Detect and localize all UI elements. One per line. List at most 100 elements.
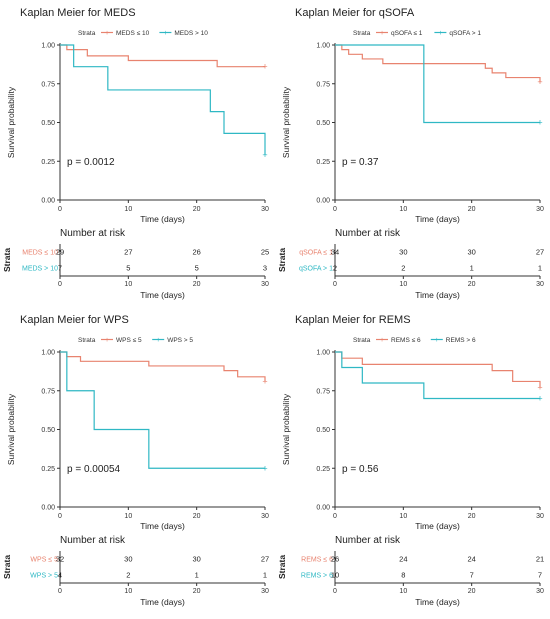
risk-row-label-1: qSOFA > 1 (299, 266, 333, 273)
risk-x-axis-label: Time (days) (140, 290, 185, 300)
risk-value: 30 (192, 555, 200, 564)
risk-value: 26 (192, 248, 200, 257)
y-tick-label: 0.25 (41, 159, 55, 166)
legend: Strata + MEDS ≤ 10 + MEDS > 10 (78, 30, 208, 37)
km-curve-1 (60, 44, 266, 156)
risk-x-axis-label: Time (days) (415, 597, 460, 607)
y-tick-label: 0.50 (41, 120, 55, 127)
legend-label-0: REMS ≤ 6 (391, 337, 421, 344)
y-tick-label: 1.00 (41, 350, 55, 357)
y-tick-label: 0.00 (316, 198, 330, 205)
y-axis-label: Survival probability (6, 393, 16, 465)
censor-mark-1: + (262, 150, 267, 160)
legend: Strata + REMS ≤ 6 + REMS > 6 (353, 337, 476, 344)
legend-label-1: MEDS > 10 (174, 30, 208, 37)
x-axis-label: Time (days) (140, 521, 185, 531)
risk-strata-label: Strata (2, 555, 12, 579)
risk-value: 7 (470, 571, 474, 580)
legend-mark-1: + (163, 30, 167, 37)
legend-title: Strata (78, 30, 96, 37)
risk-value: 10 (331, 571, 339, 580)
km-chart-meds: Kaplan Meier for MEDS Strata + MEDS ≤ 10 + ME… (2, 7, 269, 300)
risk-x-tick-label: 10 (399, 281, 407, 288)
x-tick-label: 20 (193, 206, 201, 213)
y-tick-label: 0.75 (316, 388, 330, 395)
risk-x-axis-label: Time (days) (415, 290, 460, 300)
censor-mark-0: + (537, 383, 542, 393)
y-tick-label: 0.75 (316, 81, 330, 88)
risk-table: Number at risk Strata WPS ≤ 532 30 30 27 WPS >… (2, 535, 269, 607)
risk-row-label-0: qSOFA ≤ 1 (299, 250, 333, 257)
p-value: p = 0.0012 (67, 157, 115, 168)
risk-x-tick-label: 30 (261, 588, 269, 595)
risk-value: 4 (58, 571, 62, 580)
risk-value: 5 (126, 264, 130, 273)
km-curve-1 (335, 351, 540, 400)
risk-value: 21 (536, 555, 544, 564)
risk-value: 27 (124, 248, 132, 257)
y-tick-label: 1.00 (41, 43, 55, 50)
x-tick-label: 0 (58, 513, 62, 520)
legend-title: Strata (78, 337, 96, 344)
legend-mark-0: + (380, 30, 384, 37)
risk-value: 26 (331, 555, 339, 564)
y-axis-label: Survival probability (281, 86, 291, 158)
risk-row-label-0: MEDS ≤ 10 (22, 250, 58, 257)
risk-value: 3 (263, 264, 267, 273)
y-tick-label: 0.25 (316, 466, 330, 473)
risk-value: 5 (195, 264, 199, 273)
risk-x-tick-label: 20 (468, 281, 476, 288)
y-tick-label: 0.50 (41, 427, 55, 434)
y-tick-label: 1.00 (316, 350, 330, 357)
legend-mark-0: + (105, 337, 109, 344)
censor-mark-0: + (537, 77, 542, 87)
x-tick-label: 0 (333, 513, 337, 520)
risk-x-tick-label: 0 (333, 281, 337, 288)
y-tick-label: 0.25 (316, 159, 330, 166)
risk-value: 30 (124, 555, 132, 564)
p-value: p = 0.37 (342, 157, 379, 168)
legend-label-1: REMS > 6 (446, 337, 476, 344)
risk-row-label-0: WPS ≤ 5 (30, 557, 58, 564)
risk-value: 32 (56, 555, 64, 564)
risk-value: 24 (399, 555, 407, 564)
legend-mark-0: + (380, 337, 384, 344)
risk-value: 1 (538, 264, 542, 273)
legend-mark-1: + (438, 30, 442, 37)
risk-strata-label: Strata (277, 248, 287, 272)
km-curve-1 (60, 351, 265, 469)
censor-mark-0: + (262, 62, 267, 72)
censor-mark-0: + (262, 376, 267, 386)
x-tick-label: 0 (333, 206, 337, 213)
risk-row-label-1: MEDS > 10 (22, 266, 58, 273)
risk-value: 25 (261, 248, 269, 257)
risk-table-title: Number at risk (335, 228, 401, 239)
legend: Strata + WPS ≤ 5 + WPS > 5 (78, 337, 193, 344)
risk-x-tick-label: 0 (333, 588, 337, 595)
risk-table-title: Number at risk (60, 535, 126, 546)
y-tick-label: 0.50 (316, 427, 330, 434)
x-tick-label: 10 (124, 513, 132, 520)
km-chart-qsofa: Kaplan Meier for qSOFA Strata + qSOFA ≤ 1 + q… (277, 7, 544, 300)
x-axis-label: Time (days) (415, 521, 460, 531)
risk-x-tick-label: 20 (468, 588, 476, 595)
legend-mark-0: + (105, 30, 109, 37)
risk-x-tick-label: 20 (193, 588, 201, 595)
risk-x-tick-label: 10 (124, 281, 132, 288)
y-tick-label: 0.75 (41, 388, 55, 395)
x-tick-label: 30 (261, 513, 269, 520)
km-curve-0 (335, 44, 541, 83)
risk-x-tick-label: 0 (58, 588, 62, 595)
km-curve-0 (60, 351, 266, 382)
x-axis-label: Time (days) (415, 214, 460, 224)
km-panel-rems: Kaplan Meier for REMS Strata + REMS ≤ 6 + REM… (275, 307, 550, 614)
y-tick-label: 0.25 (41, 466, 55, 473)
x-tick-label: 20 (193, 513, 201, 520)
km-panel-qsofa: Kaplan Meier for qSOFA Strata + qSOFA ≤ 1 + q… (275, 0, 550, 307)
censor-mark-1: + (537, 394, 542, 404)
censor-mark-1: + (537, 118, 542, 128)
km-curve-0 (60, 44, 265, 68)
risk-value: 27 (536, 248, 544, 257)
legend-title: Strata (353, 337, 371, 344)
